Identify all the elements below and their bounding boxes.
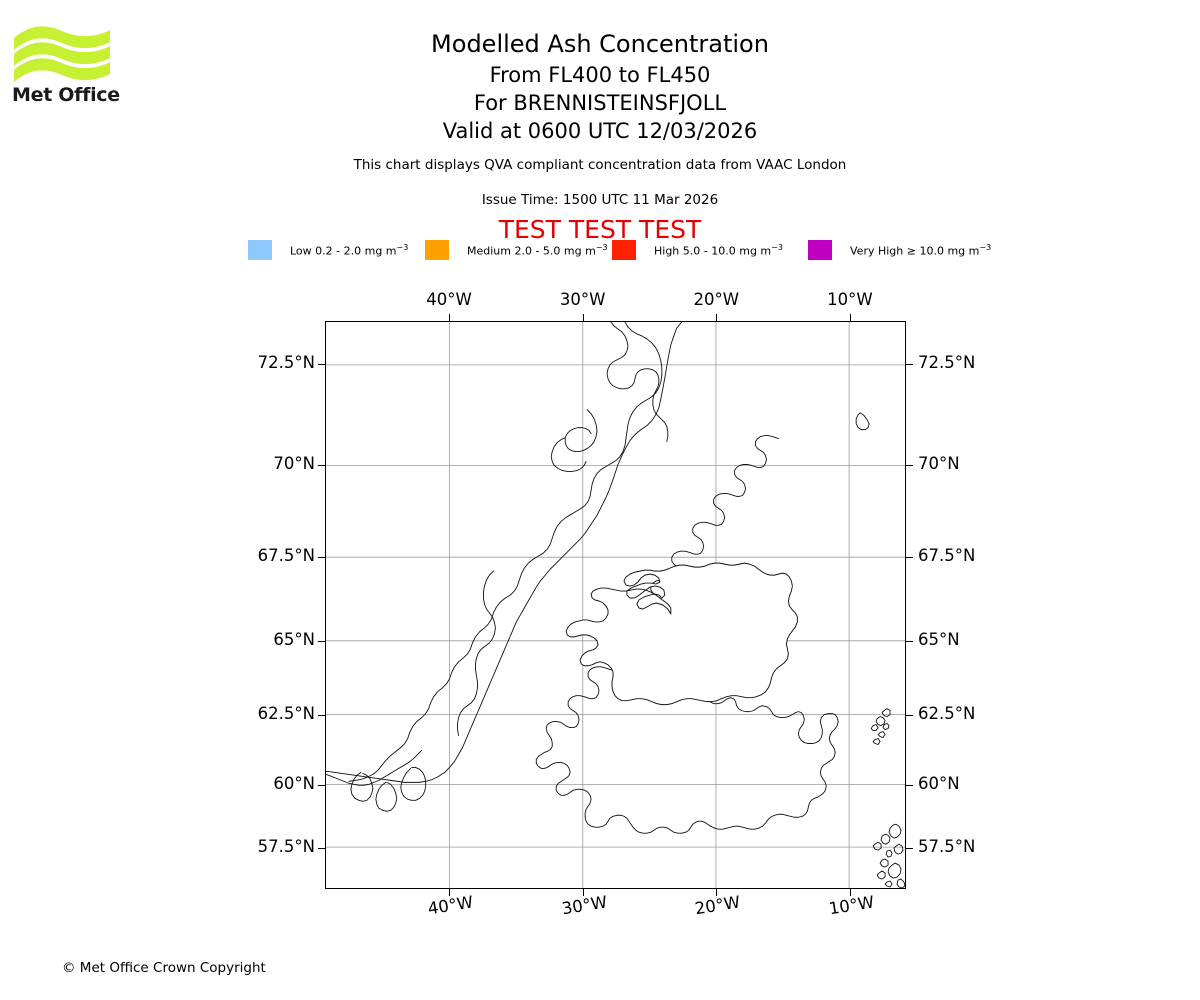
map-plot-area[interactable] (325, 321, 906, 889)
lat-tick-label-left: 57.5°N (257, 836, 315, 856)
qva-compliance-note: This chart displays QVA compliant concen… (353, 157, 847, 173)
map-canvas (326, 322, 905, 888)
lon-tick-mark-top (449, 314, 451, 321)
lon-tick-mark-bottom (582, 889, 584, 896)
lat-tick-mark-right (906, 715, 913, 717)
met-office-wordmark: Met Office (12, 84, 120, 106)
lat-tick-mark-left (318, 847, 325, 849)
lat-tick-mark-left (318, 557, 325, 558)
lat-tick-label-right: 70°N (918, 453, 960, 473)
legend-swatch-medium (425, 240, 449, 260)
lat-tick-label-right: 62.5°N (918, 704, 976, 724)
met-office-waves-icon (14, 26, 110, 82)
lat-tick-label-right: 72.5°N (918, 352, 976, 372)
volcano-subtitle: For BRENNISTEINSFJOLL (473, 91, 727, 115)
legend-swatch-very-high (808, 240, 832, 260)
lat-tick-mark-left (318, 464, 325, 466)
coastlines (326, 322, 905, 888)
lon-tick-mark-top (582, 314, 584, 321)
lat-tick-label-right: 57.5°N (918, 836, 976, 856)
lat-tick-label-right: 65°N (918, 629, 960, 649)
concentration-legend: Low 0.2 - 2.0 mg m−3 Medium 2.0 - 5.0 mg … (248, 239, 991, 263)
lat-tick-mark-right (906, 640, 913, 642)
legend-label-high: High 5.0 - 10.0 mg m−3 (654, 242, 783, 258)
lon-tick-label-bottom: 30°W (560, 892, 609, 919)
lat-tick-mark-right (906, 464, 913, 466)
lon-tick-label-top: 30°W (559, 290, 606, 309)
lat-tick-label-left: 62.5°N (257, 704, 315, 724)
lat-tick-label-left: 72.5°N (257, 352, 315, 372)
legend-entry-medium: Medium 2.0 - 5.0 mg m−3 (425, 239, 608, 261)
legend-label-medium: Medium 2.0 - 5.0 mg m−3 (467, 242, 608, 258)
lat-tick-label-left: 60°N (273, 773, 315, 793)
issue-time-label: Issue Time: 1500 UTC 11 Mar 2026 (481, 192, 719, 208)
lat-tick-label-left: 65°N (273, 629, 315, 649)
lat-tick-mark-left (318, 363, 325, 365)
valid-time-subtitle: Valid at 0600 UTC 12/03/2026 (442, 119, 758, 143)
lon-tick-label-bottom: 20°W (693, 892, 742, 919)
legend-entry-very-high: Very High ≥ 10.0 mg m−3 (808, 239, 991, 261)
copyright-notice: © Met Office Crown Copyright (62, 960, 266, 976)
legend-entry-high: High 5.0 - 10.0 mg m−3 (612, 239, 783, 261)
flight-level-subtitle: From FL400 to FL450 (489, 63, 711, 87)
lon-tick-label-bottom: 40°W (426, 892, 475, 919)
lon-tick-mark-bottom (449, 889, 451, 896)
legend-swatch-high (612, 240, 636, 260)
lon-tick-label-bottom: 10°W (827, 892, 876, 919)
met-office-logo: Met Office (12, 22, 132, 117)
legend-label-low: Low 0.2 - 2.0 mg m−3 (290, 242, 409, 258)
lon-tick-mark-top (849, 314, 851, 321)
lat-tick-label-right: 60°N (918, 773, 960, 793)
lat-tick-mark-right (906, 847, 913, 849)
lon-tick-label-top: 10°W (827, 290, 873, 309)
lat-tick-label-left: 70°N (273, 453, 315, 473)
lat-tick-mark-left (318, 715, 325, 717)
lat-tick-mark-right (906, 363, 913, 365)
page-title: Modelled Ash Concentration (431, 30, 769, 58)
lat-tick-label-left: 67.5°N (257, 546, 315, 565)
legend-label-very-high: Very High ≥ 10.0 mg m−3 (850, 242, 992, 258)
lat-tick-mark-left (318, 784, 325, 786)
lon-tick-label-top: 40°W (426, 290, 472, 309)
lat-tick-mark-right (906, 557, 913, 558)
lat-tick-label-right: 67.5°N (918, 546, 976, 565)
lon-tick-label-top: 20°W (693, 290, 740, 309)
test-banner: TEST TEST TEST (498, 215, 702, 244)
legend-swatch-low (248, 240, 272, 260)
lat-tick-mark-left (318, 640, 325, 642)
legend-entry-low: Low 0.2 - 2.0 mg m−3 (248, 239, 408, 261)
lon-tick-mark-bottom (716, 889, 718, 896)
lat-tick-mark-right (906, 784, 913, 786)
lon-tick-mark-bottom (849, 889, 851, 896)
lon-tick-mark-top (716, 314, 718, 321)
